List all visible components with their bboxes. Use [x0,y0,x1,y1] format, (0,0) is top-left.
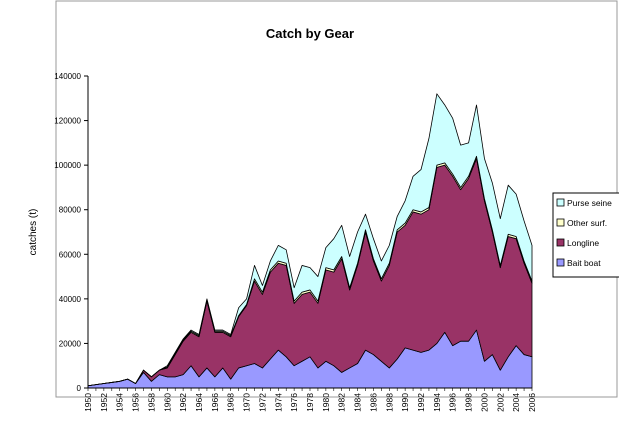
x-tick-label: 1968 [226,393,236,412]
legend-label: Longline [567,238,599,248]
y-tick-label: 20000 [59,339,82,348]
x-tick-label: 1970 [242,393,252,412]
x-tick-label: 1978 [305,393,315,412]
y-tick-label: 40000 [59,295,82,304]
area [87,93,533,387]
x-tick-label: 1956 [131,393,141,412]
x-tick-label: 1984 [353,393,363,412]
x-tick-label: 1980 [321,393,331,412]
legend-label: Purse seine [567,198,612,208]
legend-swatch [556,238,565,247]
x-tick-label: 1952 [99,393,109,412]
x-tick-label: 1994 [432,393,442,412]
x-tick-label: 1990 [400,393,410,412]
y-axis-label: catches (t) [28,209,39,256]
y-tick-label: 80000 [59,206,82,215]
x-tick-label: 1974 [273,393,283,412]
x-tick-label: 1966 [210,393,220,412]
y-tick-label: 0 [77,384,82,393]
x-tick-label: 2006 [527,393,537,412]
x-tick-label: 1988 [384,393,394,412]
x-tick-label: 1996 [448,393,458,412]
legend-swatch [556,218,565,227]
y-tick-label: 140000 [54,72,81,81]
x-tick-label: 1954 [115,393,125,412]
x-tick-label: 1992 [416,393,426,412]
x-tick-label: 1958 [146,393,156,412]
x-tick-label: 1976 [289,393,299,412]
legend-swatch [556,258,565,267]
x-tick-label: 2000 [479,393,489,412]
y-tick-label: 60000 [59,250,82,259]
x-tick-label: 1998 [464,393,474,412]
x-tick-label: 2002 [495,393,505,412]
legend-label: Bait boat [567,258,601,268]
x-tick-label: 1960 [162,393,172,412]
legend-label: Other surf. [567,218,607,228]
y-tick-label: 120000 [54,117,81,126]
x-tick-label: 2004 [511,393,521,412]
y-tick-label: 100000 [54,161,81,170]
x-tick-label: 1986 [368,393,378,412]
x-tick-label: 1950 [83,393,93,412]
x-tick-label: 1962 [178,393,188,412]
chart-title: Catch by Gear [266,26,354,41]
x-tick-label: 1982 [337,393,347,412]
x-tick-label: 1972 [257,393,267,412]
legend-swatch [556,198,565,207]
x-tick-label: 1964 [194,393,204,412]
